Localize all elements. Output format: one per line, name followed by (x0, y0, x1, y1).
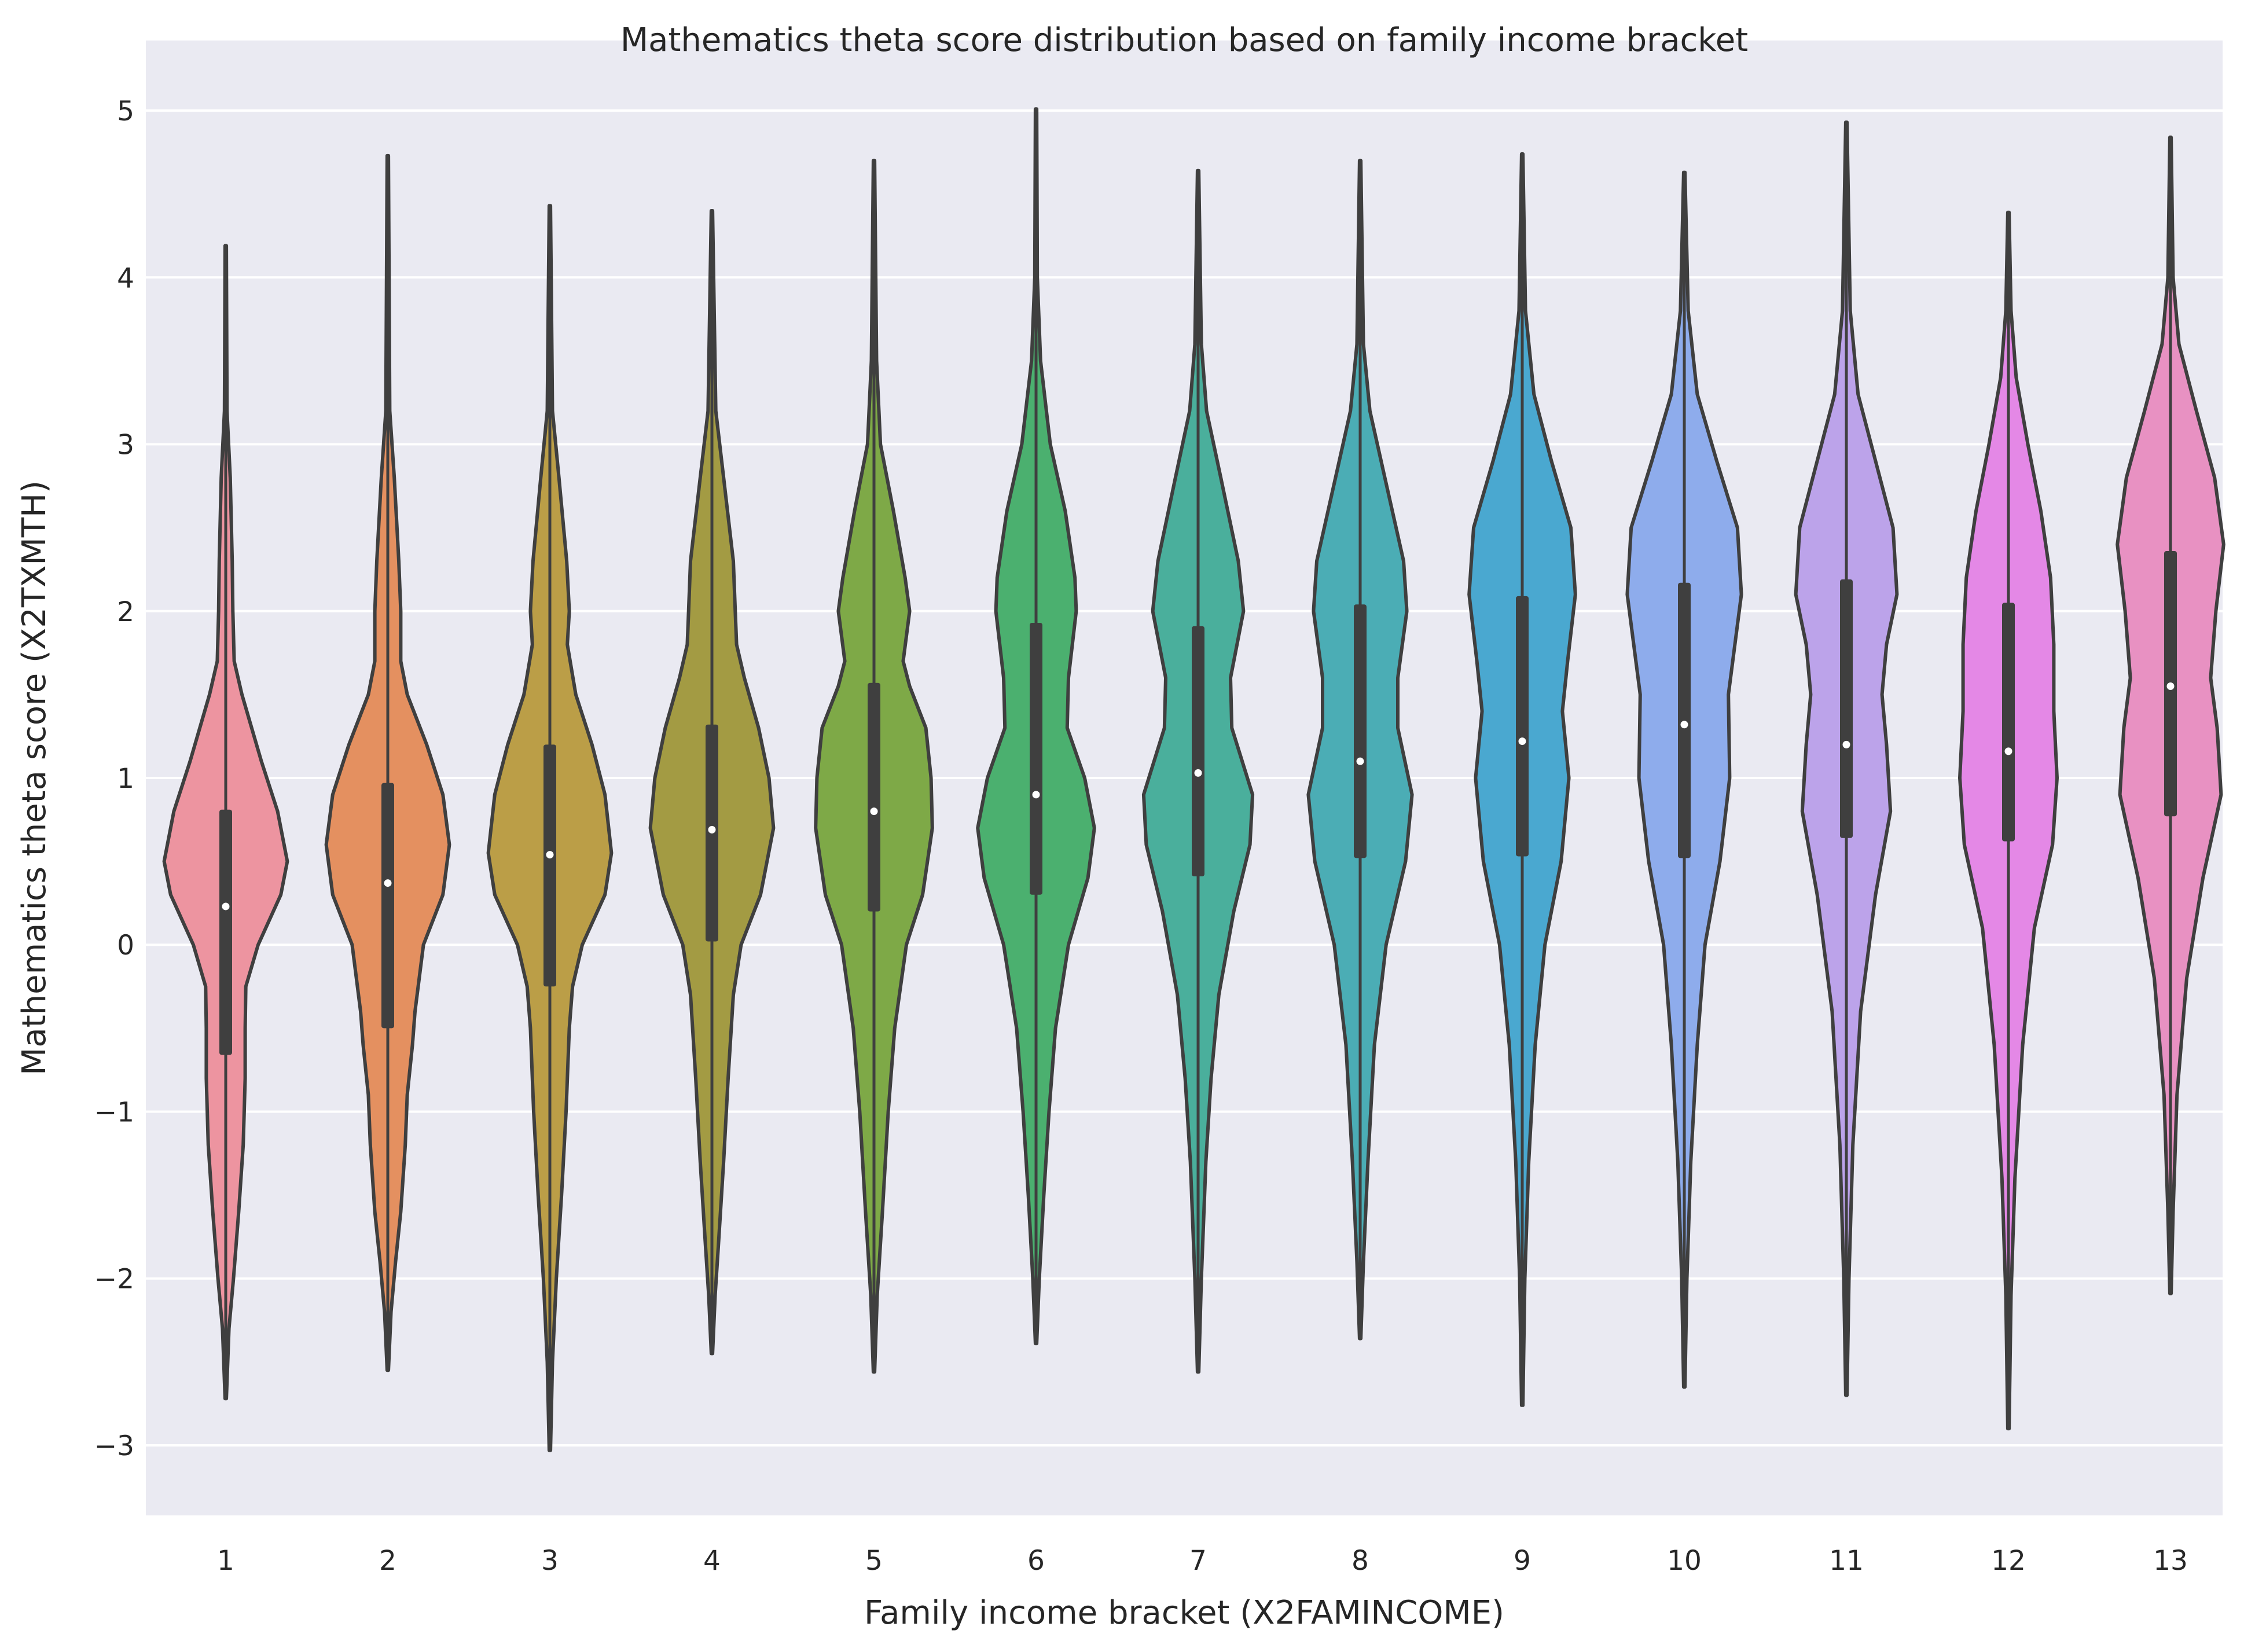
violin-6 (976, 107, 1096, 1346)
violin-iqr-box (219, 809, 232, 1055)
y-tick-label: 0 (117, 930, 134, 961)
x-tick-label: 12 (1991, 1545, 2026, 1577)
violin-iqr-box (1678, 582, 1691, 858)
y-tick-label: −2 (94, 1264, 134, 1295)
x-axis: 1 2 3 4 5 6 7 8 9 10 11 12 13 (217, 1545, 2188, 1577)
violin-median (870, 807, 878, 816)
y-tick-label: 5 (117, 96, 134, 127)
violin-1 (162, 244, 289, 1401)
violin-median (384, 879, 392, 887)
violin-iqr-box (2002, 603, 2015, 842)
violin-median (222, 902, 230, 911)
y-tick-label: −1 (94, 1096, 134, 1128)
x-tick-label: 10 (1667, 1545, 1702, 1577)
x-tick-label: 7 (1189, 1545, 1207, 1577)
violin-median (708, 825, 716, 834)
x-tick-label: 6 (1027, 1545, 1045, 1577)
violin-iqr-box (381, 783, 394, 1029)
y-tick-label: 2 (117, 596, 134, 628)
chart-title: Mathematics theta score distribution bas… (620, 21, 1748, 59)
violin-median (1194, 769, 1202, 777)
violin-iqr-box (543, 744, 556, 987)
violin-median (2166, 682, 2175, 690)
violin-10 (1625, 170, 1743, 1389)
violin-9 (1467, 152, 1577, 1407)
y-tick-label: 4 (117, 262, 134, 294)
x-axis-label: Family income bracket (X2FAMINCOME) (864, 1594, 1504, 1632)
violin-iqr-box (1192, 626, 1204, 877)
x-tick-label: 5 (865, 1545, 883, 1577)
violin-2 (324, 153, 451, 1372)
x-tick-label: 3 (541, 1545, 559, 1577)
violin-median (2004, 747, 2012, 755)
violin-3 (486, 204, 614, 1452)
y-tick-label: 3 (117, 429, 134, 461)
violin-iqr-box (868, 682, 880, 912)
violin-series (162, 107, 2225, 1452)
violin-iqr-box (1840, 579, 1853, 838)
x-tick-label: 1 (217, 1545, 234, 1577)
violin-median (1356, 757, 1364, 765)
violin-median (1032, 791, 1040, 799)
x-tick-label: 2 (379, 1545, 396, 1577)
y-axis-label: Mathematics theta score (X2TXMTH) (16, 480, 53, 1075)
violin-iqr-box (1516, 596, 1529, 857)
x-tick-label: 9 (1514, 1545, 1531, 1577)
violin-iqr-box (1030, 622, 1042, 895)
violin-5 (814, 159, 934, 1374)
y-axis: 5 4 3 2 1 0 −1 −2 −3 (94, 96, 134, 1462)
y-tick-label: −3 (94, 1430, 134, 1462)
violin-iqr-box (1354, 604, 1367, 858)
x-tick-label: 8 (1351, 1545, 1369, 1577)
x-tick-label: 4 (703, 1545, 721, 1577)
violin-median (546, 851, 554, 859)
x-tick-label: 13 (2153, 1545, 2188, 1577)
violin-12 (1958, 210, 2059, 1431)
violin-7 (1141, 168, 1255, 1374)
x-tick-label: 11 (1829, 1545, 1864, 1577)
violin-11 (1794, 120, 1899, 1397)
y-tick-label: 1 (117, 763, 134, 795)
violin-median (1842, 740, 1850, 748)
violin-median (1518, 737, 1526, 746)
violin-4 (648, 209, 776, 1356)
violin-8 (1306, 159, 1414, 1341)
violin-13 (2116, 135, 2225, 1295)
violin-median (1680, 721, 1688, 729)
